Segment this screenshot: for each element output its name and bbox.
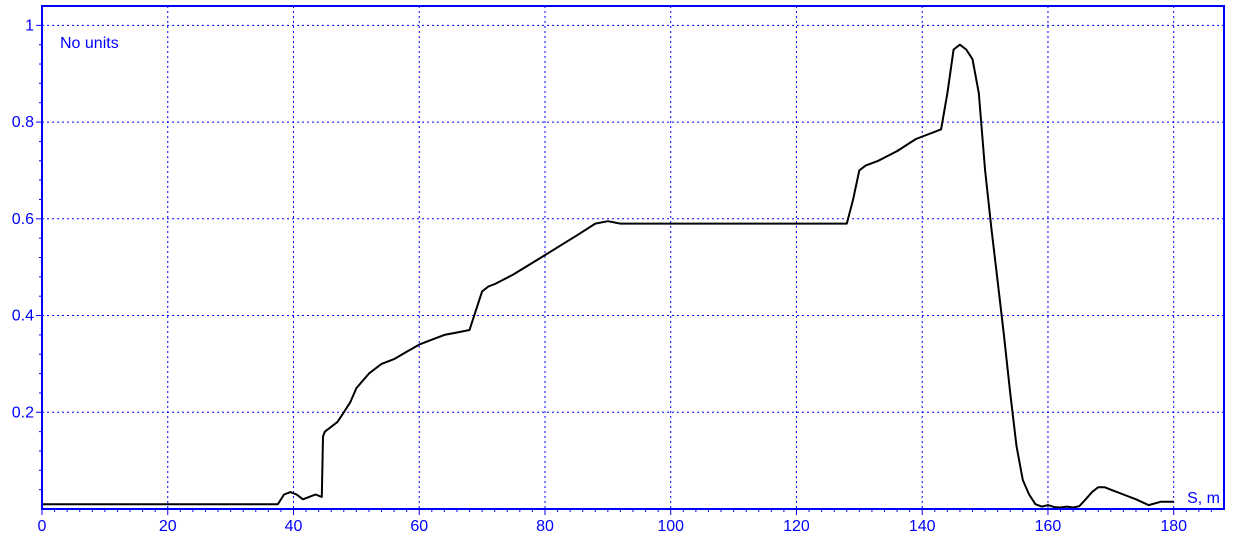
series-line — [42, 43, 1174, 509]
x-tick-label: 80 — [536, 518, 554, 535]
tick-labels: 0 20 40 60 80 100 120 140 160 180 0.2 0.4 0.6 0.8 1 — [12, 17, 1187, 535]
x-tick-label: 20 — [159, 518, 177, 535]
x-tick-label: 120 — [783, 518, 810, 535]
x-tick-label: 140 — [909, 518, 936, 535]
x-tick-label: 160 — [1035, 518, 1062, 535]
y-tick-label: 0.8 — [12, 114, 34, 131]
x-axis-label: S, m — [1187, 490, 1220, 507]
grid — [42, 6, 1224, 509]
y-axis-label: No units — [60, 35, 119, 52]
x-tick-label: 0 — [38, 518, 47, 535]
plot-frame — [41, 5, 1225, 510]
y-tick-label: 1 — [25, 17, 34, 34]
series-layer — [42, 43, 1174, 509]
x-tick-label: 40 — [285, 518, 303, 535]
y-tick-label: 0.6 — [12, 211, 34, 228]
x-tick-label: 60 — [410, 518, 428, 535]
y-tick-label: 0.2 — [12, 404, 34, 421]
axis-ticks — [36, 24, 1212, 515]
y-tick-label: 0.4 — [12, 308, 34, 325]
x-tick-label: 100 — [657, 518, 684, 535]
x-tick-label: 180 — [1160, 518, 1187, 535]
